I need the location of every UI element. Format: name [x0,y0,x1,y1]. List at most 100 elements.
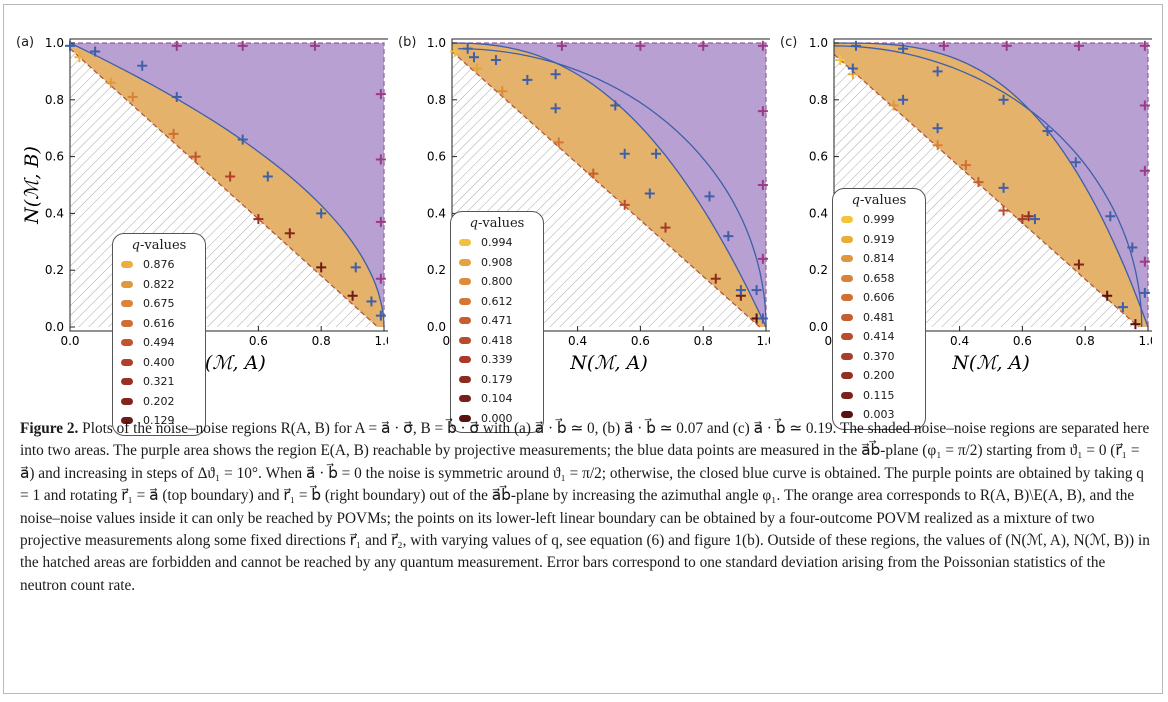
x-tick-label: 0.8 [1076,334,1095,348]
y-tick-label: 0.8 [809,93,828,107]
panel-b: (b) 0.00.00.20.20.40.40.60.60.80.81.01.0… [398,33,770,433]
purple-region [452,43,766,327]
legend-item: 0.471 [459,311,535,331]
legend-label: 0.003 [863,408,895,422]
blue-curve [69,42,385,328]
blue-data-point [651,148,662,159]
y-tick-label: 0.0 [809,320,828,334]
figure-frame: (a) 0.00.00.20.20.40.40.60.60.80.81.01.0… [3,4,1163,694]
legend-item: 0.481 [841,308,917,328]
legend-item: 0.606 [841,288,917,308]
purple-data-point [375,216,386,227]
legend-swatch [841,216,853,224]
purple-region [834,43,1148,327]
legend-label: 0.606 [863,291,895,305]
orange-data-point [347,290,358,301]
legend-swatch [841,255,853,263]
purple-data-point [375,89,386,100]
legend-item: 0.814 [841,249,917,269]
x-tick-label: 0.6 [631,334,650,348]
blue-data-point [735,285,746,296]
y-tick-label: 0.6 [427,150,446,164]
legend-swatch [459,297,471,305]
x-tick-label: 0.8 [694,334,713,348]
x-tick-label: 1.0 [756,334,770,348]
legend-swatch [121,417,133,425]
orange-region [834,43,1148,327]
legend-item: 0.400 [121,353,197,373]
orange-data-point [472,63,483,74]
blue-data-point [171,91,182,102]
y-tick-label: 0.8 [45,93,64,107]
orange-data-point [973,177,984,188]
y-tick-label: 0.6 [809,150,828,164]
legend-label: 0.675 [143,297,175,311]
blue-data-point [522,74,533,85]
blue-data-point [1117,302,1128,313]
legend-label: 0.481 [863,310,895,324]
legend-swatch [841,313,853,321]
blue-data-point [704,191,715,202]
y-tick-label: 0.0 [45,320,64,334]
legend: q-values 0.999 0.919 0.814 0.658 0.606 0.481 0… [832,188,926,430]
purple-data-point [171,40,182,51]
orange-data-point [1102,290,1113,301]
orange-region [452,43,766,327]
y-tick-label: 0.0 [427,320,446,334]
panel-c: (c) 0.00.00.20.20.40.40.60.60.80.81.01.0… [780,33,1152,430]
legend-label: 0.179 [481,372,513,386]
orange-boundary-line [833,53,1140,328]
legend-label: 0.414 [863,330,895,344]
blue-curve-outer [458,48,767,328]
x-tick-label: 1.0 [374,334,388,348]
blue-data-point [932,66,943,77]
legend-label: 0.339 [481,353,513,367]
dashed-boundary [70,42,385,327]
legend-label: 0.612 [481,294,513,308]
blue-data-point [850,40,861,51]
orange-data-point [316,262,327,273]
blue-data-point [751,285,762,296]
legend-item: 0.418 [459,331,535,351]
blue-data-point [610,100,621,111]
blue-data-point [644,188,655,199]
blue-data-point [932,123,943,134]
orange-region [70,43,384,327]
orange-data-point [253,214,264,225]
legend-swatch [121,358,133,366]
legend-item: 0.658 [841,269,917,289]
blue-data-point [137,60,148,71]
orange-data-point [553,137,564,148]
legend-item: 0.003 [841,405,917,425]
purple-data-point [757,40,768,51]
legend-swatch [841,274,853,282]
orange-data-point [105,77,116,88]
legend-label: 0.000 [481,411,513,425]
legend-swatch [459,375,471,383]
x-axis-label: N(ℳ, A) [951,352,1030,374]
dashed-boundary [452,42,767,327]
legend-label: 0.104 [481,392,513,406]
legend-item: 0.494 [121,333,197,353]
purple-data-point [375,273,386,284]
legend-swatch [841,294,853,302]
legend-item: 0.202 [121,392,197,412]
orange-data-point [1073,259,1084,270]
orange-data-point [190,151,201,162]
legend-item: 0.919 [841,230,917,250]
legend-swatch [459,278,471,286]
legend-swatch [841,372,853,380]
legend-item: 0.370 [841,347,917,367]
legend-swatch [841,235,853,243]
blue-curve [833,42,1149,328]
blue-data-point [1070,157,1081,168]
purple-data-point [757,253,768,264]
orange-boundary-line [451,51,761,328]
blue-data-point [898,43,909,54]
panel-label: (c) [780,35,798,50]
legend-label: 0.202 [143,394,175,408]
blue-data-point [1105,211,1116,222]
purple-data-point [375,154,386,165]
purple-data-point [309,40,320,51]
purple-data-point [698,40,709,51]
